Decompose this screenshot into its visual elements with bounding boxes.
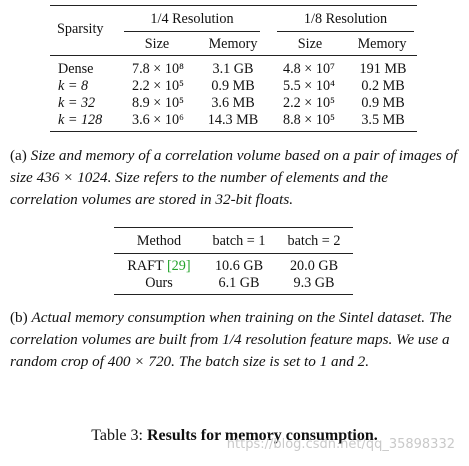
table-a-row-label: k = 32 <box>58 95 96 111</box>
table-b-top-rule <box>114 227 353 228</box>
table-a-cell-size1: 7.8 × 10⁸ <box>132 61 184 77</box>
table-a-cell-memory2: 3.5 MB <box>361 112 405 128</box>
table-b-header-method: Method <box>136 233 182 249</box>
table-b-method-name: RAFT <box>127 258 167 274</box>
table-a-cell-memory1: 3.1 GB <box>212 61 254 77</box>
table-a-bottom-rule <box>50 131 417 132</box>
table-a-cell-memory1: 0.9 MB <box>211 78 255 94</box>
table-b-row-method: Ours <box>120 274 198 292</box>
table-a-caption-text: Size and memory of a correlation volume … <box>10 147 458 208</box>
table-b-cell-batch1: 10.6 GB <box>214 258 264 274</box>
table-a-caption: (a) Size and memory of a correlation vol… <box>10 145 458 211</box>
table-a-header-size2: Size <box>297 36 323 52</box>
table-b-caption-prefix: (b) <box>10 309 32 326</box>
table-b-header-batch2: batch = 2 <box>287 233 341 249</box>
table-a-cell-memory2: 191 MB <box>359 61 407 77</box>
table-a-group2-rule <box>277 31 414 32</box>
table-a-group1-rule <box>124 31 260 32</box>
table-a-cell-size1: 3.6 × 10⁶ <box>132 112 184 128</box>
table-a-row-label: Dense <box>58 61 94 77</box>
table-a-row-label: k = 128 <box>58 112 103 128</box>
table-a-header-sparsity: Sparsity <box>57 21 104 37</box>
table-title: Table 3: Results for memory consumption. <box>0 426 469 446</box>
table-a-header-memory1: Memory <box>208 36 258 52</box>
table-b-method-name: Ours <box>145 275 173 291</box>
table-a-cell-size1: 2.2 × 10⁵ <box>132 78 184 94</box>
table-b-header-batch1: batch = 1 <box>212 233 266 249</box>
watermark: https://blog.csdn.net/qq_35898332 <box>226 437 455 452</box>
table-a-header-memory2: Memory <box>357 36 407 52</box>
table-b-cell-batch1: 6.1 GB <box>218 275 260 291</box>
table-a-row-label: k = 8 <box>58 78 89 94</box>
table-a-top-rule <box>50 5 417 6</box>
table-a-cell-memory1: 3.6 MB <box>211 95 255 111</box>
table-a-cell-size2: 2.2 × 10⁵ <box>283 95 335 111</box>
table-a-cell-size2: 5.5 × 10⁴ <box>283 78 335 94</box>
table-b-caption-text: Actual memory consumption when training … <box>10 309 452 370</box>
table-a-cell-memory2: 0.9 MB <box>361 95 405 111</box>
table-a-header-size1: Size <box>144 36 170 52</box>
table-a-header-group1: 1/4 Resolution <box>150 11 234 27</box>
table-a-cell-memory2: 0.2 MB <box>361 78 405 94</box>
table-b-cell-batch2: 9.3 GB <box>293 275 335 291</box>
table-a-cell-size2: 8.8 × 10⁵ <box>283 112 335 128</box>
table-a-cell-size2: 4.8 × 10⁷ <box>283 61 335 77</box>
table-a-caption-prefix: (a) <box>10 147 31 164</box>
table-b-mid-rule <box>114 253 353 254</box>
table-title-label: Table 3: <box>91 427 147 444</box>
table-b-caption: (b) Actual memory consumption when train… <box>10 307 458 373</box>
table-b-citation-link[interactable]: [29] <box>166 258 191 274</box>
table-b-bottom-rule <box>114 294 353 295</box>
table-b-cell-batch2: 20.0 GB <box>289 258 339 274</box>
table-a-mid-rule <box>50 55 417 56</box>
table-a-cell-memory1: 14.3 MB <box>207 112 259 128</box>
table-b-row-method: RAFT [29] <box>120 257 198 275</box>
table-title-text: Results for memory consumption. <box>146 427 378 444</box>
table-a-header-group2: 1/8 Resolution <box>303 11 388 27</box>
table-a-cell-size1: 8.9 × 10⁵ <box>132 95 184 111</box>
